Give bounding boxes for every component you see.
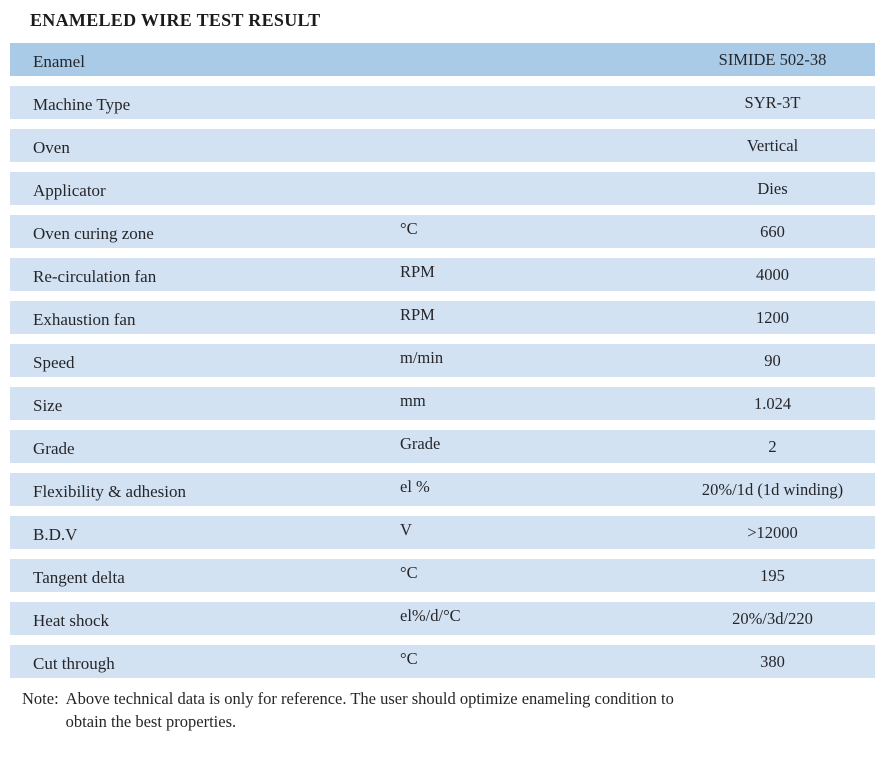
row-value: Vertical: [746, 136, 799, 155]
row-unit: [400, 172, 670, 205]
table-row: Machine Type SYR-3T: [10, 86, 875, 119]
row-value: 20%/3d/220: [732, 609, 813, 628]
table-row: Applicator Dies: [10, 172, 875, 205]
table-row: Enamel SIMIDE 502-38: [10, 43, 875, 76]
table-row: Grade Grade 2: [10, 430, 875, 463]
table-row: Tangent delta °C 195: [10, 559, 875, 592]
row-unit: Grade: [400, 433, 441, 453]
row-unit: [400, 129, 670, 162]
row-value: 1200: [756, 308, 789, 327]
note-label: Note:: [22, 689, 59, 708]
table-row: Oven curing zone °C 660: [10, 215, 875, 248]
row-unit: RPM: [400, 261, 435, 281]
row-value: SIMIDE 502-38: [718, 50, 827, 69]
row-unit: °C: [400, 562, 418, 582]
row-label: Enamel: [33, 52, 85, 71]
row-label: Oven curing zone: [33, 224, 154, 243]
row-label: Cut through: [33, 654, 115, 673]
table-row: Size mm 1.024: [10, 387, 875, 420]
table-row: Flexibility & adhesion el % 20%/1d (1d win…: [10, 473, 875, 506]
row-value: 195: [760, 566, 785, 585]
row-value: SYR-3T: [744, 93, 801, 112]
note-line-2: obtain the best properties.: [65, 711, 237, 731]
row-unit: V: [400, 519, 412, 539]
table-row: Cut through °C 380: [10, 645, 875, 678]
row-label: Applicator: [33, 181, 106, 200]
table-row: Oven Vertical: [10, 129, 875, 162]
row-label: Heat shock: [33, 611, 110, 630]
row-value: 4000: [756, 265, 789, 284]
row-label: Speed: [33, 353, 75, 372]
row-value: 20%/1d (1d winding): [701, 480, 844, 499]
note-text: Above technical data is only for referen…: [66, 688, 884, 733]
row-label: B.D.V: [33, 525, 78, 544]
row-label: Oven: [33, 138, 70, 157]
row-label: Machine Type: [33, 95, 131, 114]
row-label: Re-circulation fan: [33, 267, 157, 286]
row-value: 90: [764, 351, 781, 370]
row-unit: el %: [400, 476, 430, 496]
row-label: Exhaustion fan: [33, 310, 136, 329]
table-row: Heat shock el%/d/°C 20%/3d/220: [10, 602, 875, 635]
row-value: 2: [768, 437, 777, 456]
note: Note: Above technical data is only for r…: [22, 688, 884, 733]
row-unit: mm: [400, 390, 426, 410]
table-row: B.D.V V >12000: [10, 516, 875, 549]
row-value: 660: [760, 222, 785, 241]
row-value: Dies: [757, 179, 788, 198]
row-unit: °C: [400, 648, 418, 668]
note-line-1: Above technical data is only for referen…: [65, 689, 674, 708]
row-label: Grade: [33, 439, 75, 458]
row-label: Tangent delta: [33, 568, 125, 587]
row-unit: °C: [400, 218, 418, 238]
table-row: Exhaustion fan RPM 1200: [10, 301, 875, 334]
table-row: Re-circulation fan RPM 4000: [10, 258, 875, 291]
row-unit: RPM: [400, 304, 435, 324]
row-unit: [400, 43, 670, 76]
row-unit: m/min: [400, 347, 444, 367]
row-unit: el%/d/°C: [400, 605, 461, 625]
row-value: >12000: [747, 523, 798, 542]
row-value: 1.024: [753, 394, 792, 413]
row-label: Size: [33, 396, 63, 415]
test-result-table: Enamel SIMIDE 502-38 Machine Type SYR-3T Ove…: [10, 43, 875, 678]
row-value: 380: [760, 652, 785, 671]
row-unit: [400, 86, 670, 119]
page: ENAMELED WIRE TEST RESULT Enamel SIMIDE 5…: [0, 9, 884, 733]
page-title: ENAMELED WIRE TEST RESULT: [30, 10, 321, 30]
table-row: Speed m/min 90: [10, 344, 875, 377]
row-label: Flexibility & adhesion: [33, 482, 186, 501]
